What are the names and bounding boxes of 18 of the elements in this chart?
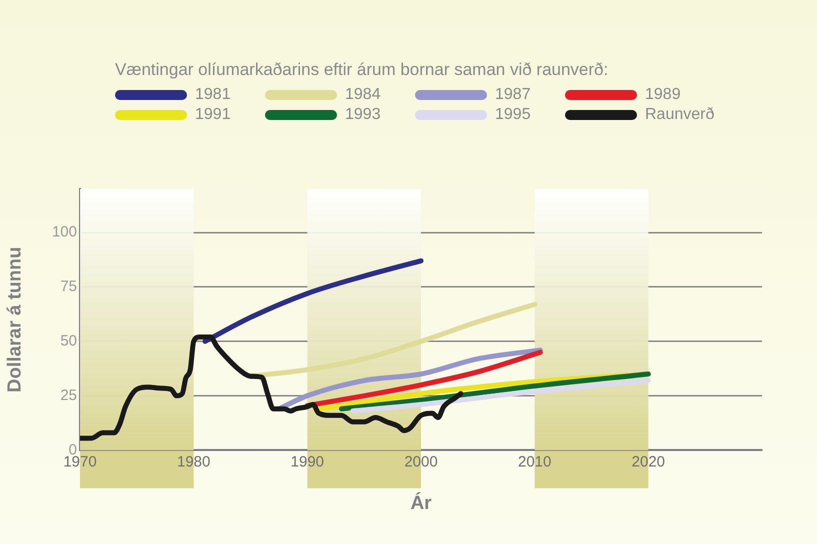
y-tick-label: 100: [52, 224, 77, 241]
legend-label: 1993: [345, 106, 381, 124]
y-axis-title: Dollarar á tunnu: [4, 246, 26, 392]
legend-label: Raunverð: [645, 106, 714, 124]
y-tick-label: 50: [60, 332, 77, 350]
legend-label: 1991: [195, 106, 231, 124]
legend-label: 1995: [495, 106, 531, 124]
legend-label: 1987: [495, 86, 531, 104]
legend-label: 1989: [645, 86, 681, 104]
y-tick-label: 25: [60, 386, 77, 404]
legend-label: 1981: [195, 86, 231, 104]
x-tick-label: 2010: [518, 453, 552, 470]
legend-title: Væntingar olíumarkaðarins eftir árum bornar saman við raunverð:: [115, 60, 610, 80]
x-tick-label: 2020: [632, 453, 666, 470]
x-axis-title: Ár: [410, 492, 432, 514]
legend-label: 1984: [345, 86, 381, 104]
y-tick-label: 75: [60, 278, 77, 296]
x-tick-label: 1990: [290, 453, 324, 470]
